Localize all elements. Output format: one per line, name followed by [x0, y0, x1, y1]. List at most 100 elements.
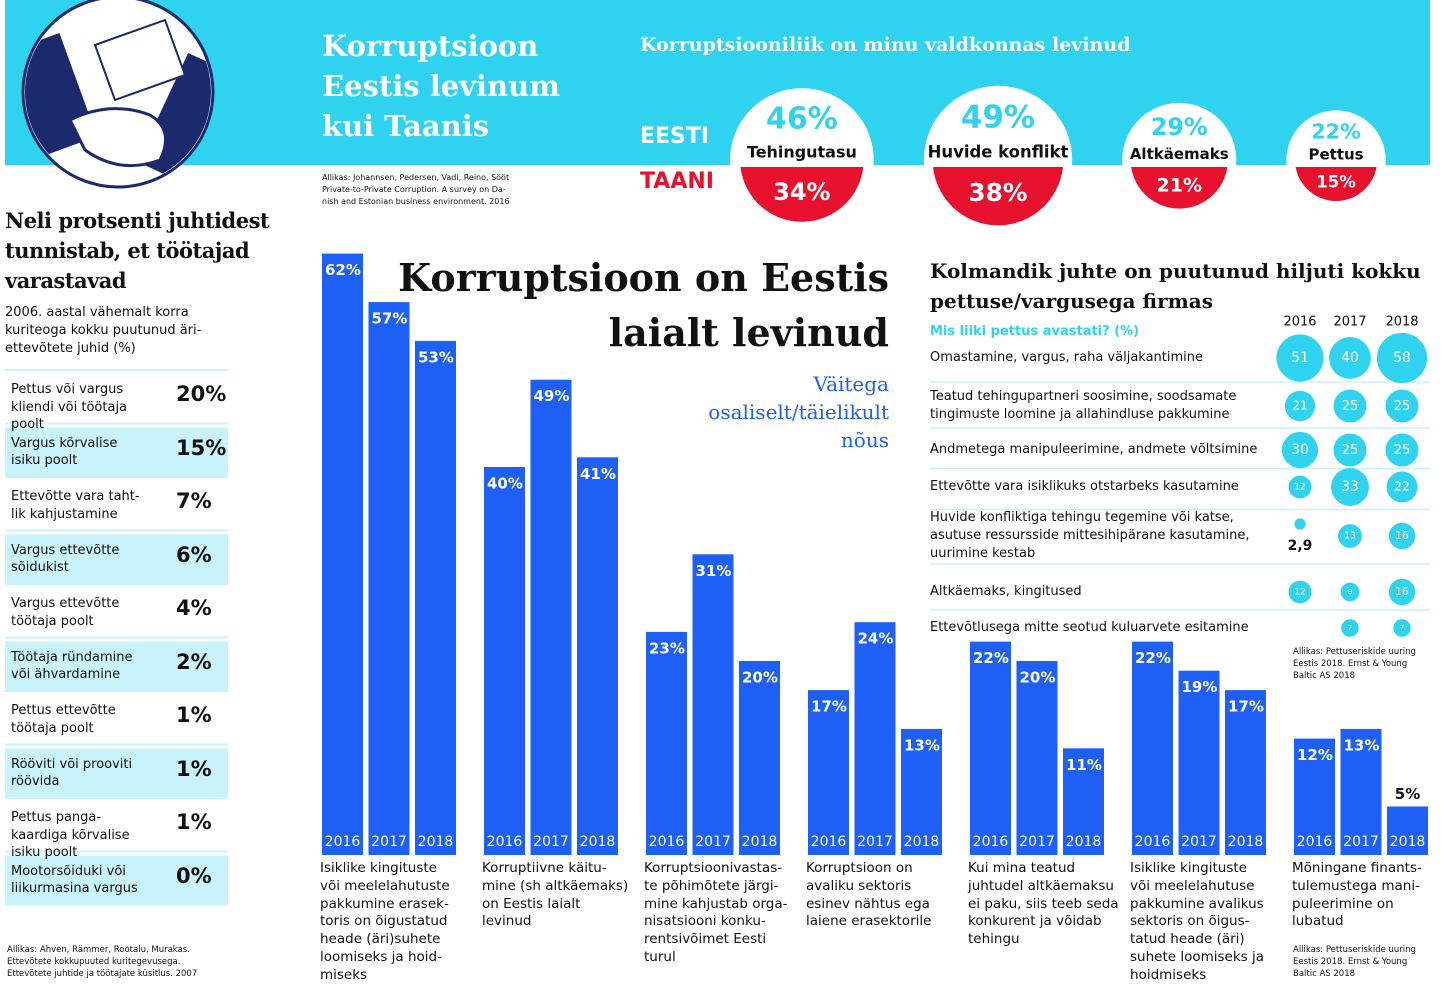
table-row-bg — [5, 641, 228, 692]
bar-year: 2017 — [533, 834, 569, 850]
bubble-value: 16 — [1395, 530, 1409, 542]
bar-value: 31% — [696, 562, 732, 580]
eesti-value: 46% — [766, 102, 838, 137]
header-source: Allikas: Johannsen, Pedersen, Vadi, Rein… — [322, 173, 510, 206]
bar — [646, 631, 687, 855]
bar — [530, 379, 572, 855]
category-label: Mõningane finants- tulemustega mani- pul… — [1292, 860, 1422, 930]
table-row-label: Vargus ettevõtte sõidukist — [11, 542, 120, 576]
bar-year: 2018 — [1066, 834, 1102, 850]
bubble — [1284, 390, 1316, 422]
bubble-value: 33 — [1341, 479, 1359, 495]
bar — [1178, 670, 1220, 855]
row-label: Ettevõtlusega mitte seotud kuluarvete es… — [930, 620, 1249, 635]
bar — [1132, 641, 1173, 855]
bar-year: 2016 — [1135, 834, 1171, 850]
taani-circle — [933, 167, 1063, 226]
circle-category: Huvide konflikt — [928, 142, 1069, 161]
bar — [1340, 728, 1382, 855]
taani-circle — [740, 167, 864, 222]
bar — [1387, 806, 1428, 855]
bar — [901, 728, 942, 855]
bubble-value: 22 — [1394, 480, 1410, 494]
bar-value: 41% — [580, 465, 616, 483]
bubble-value: 25 — [1342, 443, 1359, 458]
bar — [854, 622, 896, 855]
bubble-table-note: Allikas: Pettuseriskide uuring Eestis 20… — [1293, 647, 1416, 681]
bubble — [1294, 518, 1306, 530]
table-row-label: Mootorsõiduki või liikurmasina vargus — [11, 863, 138, 897]
bar-year: 2016 — [811, 834, 847, 850]
taani-value: 15% — [1316, 172, 1356, 191]
eesti-value: 29% — [1151, 113, 1208, 141]
bar-year: 2016 — [1297, 834, 1333, 850]
table-row-value: 4% — [176, 596, 212, 620]
category-label: Korruptsioon on avaliku sektoris esinev … — [806, 860, 932, 930]
taani-value: 34% — [773, 178, 830, 206]
bar-year: 2018 — [742, 834, 778, 850]
bar-value: 57% — [372, 310, 408, 328]
bubble-value: 25 — [1394, 399, 1411, 414]
bubble — [1338, 524, 1362, 548]
bubble-value: 12 — [1294, 483, 1306, 493]
bar-year: 2017 — [857, 834, 893, 850]
bar-year: 2017 — [695, 834, 731, 850]
bar — [739, 661, 780, 855]
bubble — [1385, 389, 1419, 423]
bar — [1225, 690, 1266, 855]
bubble-value: 7 — [1400, 624, 1404, 632]
bubble — [1333, 433, 1367, 467]
eesti-value: 22% — [1311, 119, 1361, 143]
bubble-table-title: Kolmandik juhte on puutunud hiljuti kokk… — [930, 259, 1421, 313]
bubble-value: 51 — [1291, 350, 1309, 366]
bubble-value: 40 — [1341, 350, 1359, 366]
bar-value: 13% — [1344, 736, 1380, 754]
bar-value: 49% — [534, 387, 570, 405]
table-row-value: 20% — [176, 382, 227, 406]
bubble-value: 8 — [1348, 587, 1353, 596]
bubble — [1388, 578, 1416, 606]
bar-value: 22% — [1135, 649, 1171, 667]
bar-value: 12% — [1297, 746, 1333, 764]
bubble — [1385, 433, 1419, 467]
table-row-label: Pettus panga- kaardiga kõrvalise isiku p… — [11, 810, 130, 860]
table-row-bg — [5, 855, 228, 906]
bar-year: 2016 — [487, 834, 523, 850]
bar-value: 17% — [1228, 698, 1264, 716]
handshake-illustration — [21, 0, 215, 189]
circle-category: Pettus — [1309, 146, 1364, 164]
bar-value: 62% — [325, 261, 361, 279]
table-row-value: 0% — [176, 863, 212, 888]
table-row-value: 6% — [176, 542, 212, 567]
bar-chart-subtitle: Väitega osaliselt/täielikult nõus — [708, 372, 889, 452]
table-row-value: 15% — [176, 435, 227, 460]
category-label: Isiklike kingituste või meelelahutuste p… — [320, 860, 450, 983]
category-label: Isiklike kingituste või meelelahutuse pa… — [1130, 860, 1265, 983]
bar-value: 40% — [487, 475, 523, 493]
category-label: Korruptsioonivastas- te põhimõtete järgi… — [644, 860, 788, 965]
bar-value: 5% — [1395, 785, 1420, 803]
legend-label: EESTI — [640, 124, 710, 149]
bubble-value: 21 — [1292, 399, 1307, 413]
row-label: Teatud tehingupartneri soosimine, soodsa… — [930, 389, 1237, 422]
bar-value: 13% — [904, 736, 940, 754]
bar-value: 19% — [1182, 678, 1218, 696]
bar-year: 2018 — [1390, 834, 1426, 850]
table-row-value: 7% — [176, 489, 212, 513]
circles-title: Korruptsiooniliik on minu valdkonnas lev… — [640, 34, 1131, 56]
row-label: Ettevõtte vara isiklikuks otstarbeks kas… — [930, 479, 1239, 494]
taani-circle — [1295, 167, 1377, 202]
legend-label: TAANI — [640, 169, 714, 194]
bubble — [1376, 332, 1428, 384]
bar — [415, 340, 456, 855]
bubble-value: 25 — [1394, 443, 1411, 458]
bar — [322, 253, 363, 856]
bar-chart-note: Allikas: Pettuseriskide uuring Eestis 20… — [1293, 945, 1416, 979]
bar — [692, 554, 734, 855]
table-row-label: Rööviti või prooviti röövida — [11, 756, 133, 790]
bubble — [1388, 522, 1416, 550]
bar — [368, 302, 410, 856]
row-label: Altkäemaks, kingitused — [930, 584, 1082, 599]
